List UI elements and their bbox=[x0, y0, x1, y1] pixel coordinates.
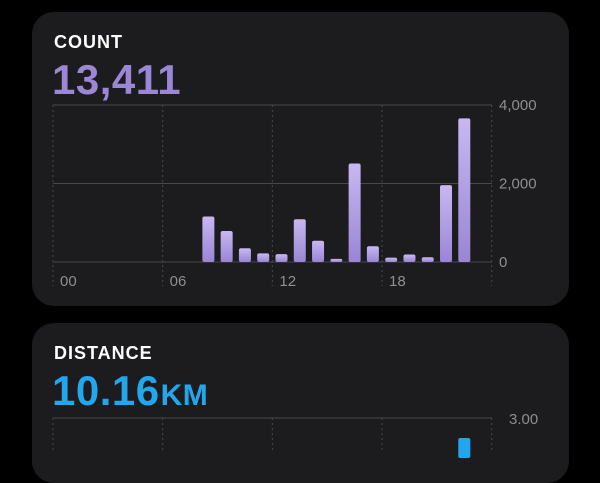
count-bar bbox=[238, 248, 251, 262]
count-bar bbox=[202, 216, 215, 262]
y-tick-label: 0 bbox=[499, 254, 507, 271]
count-bar bbox=[257, 253, 270, 262]
distance-title: DISTANCE bbox=[54, 343, 153, 363]
distance-total: 10.16KM bbox=[52, 367, 208, 420]
x-tick-label: 12 bbox=[279, 273, 296, 290]
x-tick-label: 18 bbox=[389, 273, 406, 290]
y-tick-label: 4,000 bbox=[499, 97, 537, 114]
count-bar-chart: 0 2,000 4,000 00 06 12 18 bbox=[52, 97, 537, 290]
count-bar bbox=[220, 230, 233, 262]
x-tick-label: 00 bbox=[60, 273, 77, 290]
count-bar bbox=[366, 246, 379, 262]
distance-unit: KM bbox=[160, 379, 209, 412]
count-total: 13,411 bbox=[52, 56, 182, 103]
distance-value: 10.16 bbox=[52, 367, 160, 414]
count-bar bbox=[385, 257, 398, 262]
count-bar bbox=[403, 254, 416, 262]
count-bar bbox=[275, 254, 288, 262]
count-bar bbox=[293, 219, 306, 262]
count-title: COUNT bbox=[54, 32, 123, 52]
distance-bar-chart: 3.00 bbox=[52, 411, 538, 458]
y-tick-label: 2,000 bbox=[499, 176, 537, 193]
distance-bar bbox=[458, 438, 471, 458]
count-bar bbox=[421, 257, 434, 262]
count-bar bbox=[440, 185, 453, 262]
count-bar bbox=[312, 240, 325, 262]
count-bar bbox=[348, 163, 361, 262]
count-bar bbox=[458, 118, 471, 262]
x-tick-label: 06 bbox=[170, 273, 187, 290]
count-bar bbox=[330, 258, 343, 262]
y-tick-label: 3.00 bbox=[509, 411, 538, 428]
